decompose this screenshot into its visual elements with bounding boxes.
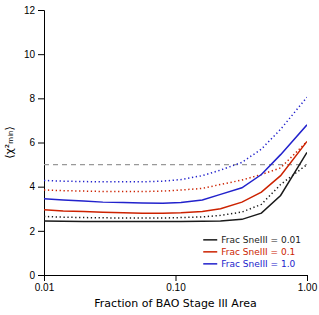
chart: 0.010.101.00024681012Frac SneIII = 0.01F… <box>0 0 319 315</box>
x-tick-label: 1.00 <box>298 282 318 293</box>
x-axis-title: Fraction of BAO Stage III Area <box>94 297 256 310</box>
reference-line <box>44 164 307 165</box>
legend-entry: Frac SneIII = 1.0 <box>203 259 295 269</box>
y-tick-label: 4 <box>29 181 35 192</box>
y-tick: 4 <box>29 181 44 192</box>
legend-label: Frac SneIII = 0.1 <box>221 247 295 257</box>
legend-entry: Frac SneIII = 0.01 <box>203 235 301 245</box>
series-line <box>44 141 307 191</box>
x-axis-line <box>45 276 308 282</box>
y-tick: 6 <box>29 137 44 148</box>
legend-swatch <box>203 239 217 241</box>
legend-entry: Frac SneIII = 0.1 <box>203 247 295 257</box>
x-tick-mark <box>176 275 177 281</box>
y-tick-label: 0 <box>29 270 35 281</box>
y-axis: 0 2 4 6 8 10 12 <box>24 5 45 281</box>
y-axis-title: ⟨χ²ₘᵢₙ⟩ <box>3 126 16 159</box>
legend-swatch <box>203 263 217 265</box>
x-tick-label: 0.10 <box>166 282 186 293</box>
y-tick-label: 8 <box>29 93 35 104</box>
y-tick: 2 <box>29 226 44 237</box>
y-tick: 8 <box>29 93 44 104</box>
legend: Frac SneIII = 0.01 Frac SneIII = 0.1 Frac … <box>203 235 301 269</box>
y-tick-label: 6 <box>29 137 35 148</box>
y-tick: 0 <box>29 270 44 281</box>
marks <box>44 97 307 221</box>
y-tick-mark <box>38 10 44 11</box>
series-line <box>44 97 307 182</box>
y-tick-label: 10 <box>24 49 36 60</box>
y-axis-line <box>38 11 45 276</box>
y-tick-mark <box>38 231 44 232</box>
x-tick-label: 0.01 <box>35 282 55 293</box>
series-line <box>44 125 307 203</box>
y-tick: 12 <box>24 5 44 16</box>
y-tick: 10 <box>24 49 44 60</box>
y-tick-mark <box>38 143 44 144</box>
x-tick: 0.10 <box>166 275 186 293</box>
y-tick-mark <box>38 98 44 99</box>
plot: 0.010.101.00024681012Frac SneIII = 0.01F… <box>24 5 318 293</box>
x-tick: 0.01 <box>35 275 55 293</box>
legend-swatch <box>203 251 217 253</box>
y-tick-mark <box>38 54 44 55</box>
legend-label: Frac SneIII = 1.0 <box>221 259 295 269</box>
y-tick-label: 12 <box>24 5 36 16</box>
y-tick-mark <box>38 187 44 188</box>
y-tick-mark <box>38 275 44 276</box>
x-tick: 1.00 <box>298 275 318 293</box>
legend-label: Frac SneIII = 0.01 <box>221 235 301 245</box>
y-tick-label: 2 <box>29 226 35 237</box>
x-axis: 0.01 0.10 1.00 <box>35 275 318 293</box>
x-tick-mark <box>307 275 308 281</box>
